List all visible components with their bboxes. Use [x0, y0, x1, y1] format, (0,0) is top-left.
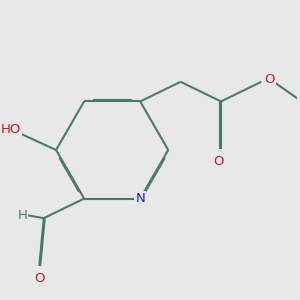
- Text: O: O: [264, 73, 274, 86]
- Text: O: O: [34, 272, 44, 285]
- Text: HO: HO: [1, 123, 21, 136]
- Text: N: N: [135, 192, 145, 205]
- Text: H: H: [17, 209, 27, 222]
- Text: O: O: [213, 155, 224, 168]
